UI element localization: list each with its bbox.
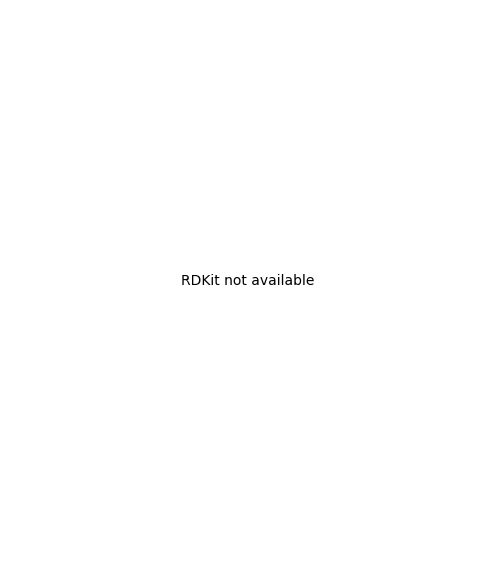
Text: RDKit not available: RDKit not available <box>182 274 315 288</box>
